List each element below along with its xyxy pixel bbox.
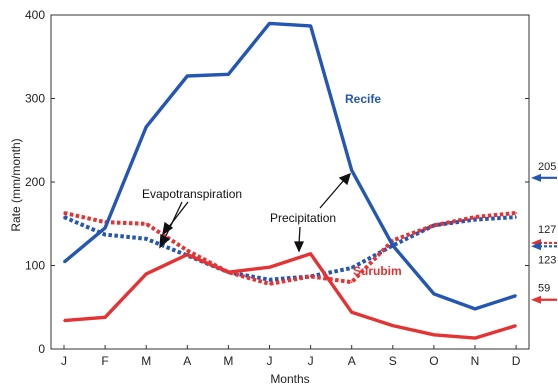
data-point (433, 293, 435, 295)
data-point (104, 221, 106, 223)
data-point (268, 278, 271, 281)
x-tick-label: S (389, 354, 397, 368)
data-point (515, 324, 517, 327)
series-line-surubim-precipitation-2 (63, 252, 517, 340)
annual-means: 205 127 123 59 (531, 161, 557, 304)
data-point (145, 273, 147, 275)
data-point (145, 222, 147, 225)
data-point (145, 237, 147, 240)
data-point (433, 334, 435, 336)
mean-arrowhead (531, 295, 541, 304)
mean-arrowhead (531, 242, 541, 251)
data-point (474, 337, 476, 339)
data-point (268, 22, 271, 25)
series-label-surubim: Surubim (353, 264, 402, 278)
series-line-unnamed-evapotranspiration-1 (63, 215, 517, 282)
data-point (350, 311, 353, 314)
x-tick-label: A (348, 354, 356, 368)
series-line-recife-precipitation-0 (62, 21, 517, 311)
data-point (186, 75, 189, 77)
x-tick-label: M (223, 354, 233, 368)
data-point (104, 227, 106, 229)
arrowhead-evapo-2 (162, 221, 174, 236)
annotation-evapotranspiration: Evapotranspiration (142, 187, 242, 201)
points-layer (63, 22, 517, 339)
mean-label: 59 (538, 283, 550, 295)
data-point (186, 253, 189, 256)
data-point (392, 324, 394, 327)
data-point (392, 239, 394, 242)
x-tick-label: M (141, 354, 151, 368)
data-point (104, 316, 106, 319)
data-point (474, 218, 476, 221)
data-point (350, 267, 353, 269)
data-point (268, 266, 271, 268)
mean-label: 205 (538, 161, 556, 173)
y-tick-label: 200 (25, 175, 45, 189)
x-tick-label: O (429, 354, 438, 368)
data-point (309, 25, 312, 27)
data-point (515, 216, 517, 218)
data-point (474, 308, 476, 310)
data-point (63, 319, 65, 322)
data-point (515, 294, 517, 297)
data-point (309, 275, 312, 278)
y-tick-label: 400 (25, 8, 45, 22)
x-tick-label: J (308, 354, 314, 368)
x-tick-label: J (267, 354, 273, 368)
data-point (268, 283, 271, 285)
y-tick-label: 300 (25, 92, 45, 106)
data-point (104, 233, 106, 236)
arrow-precip-1 (298, 226, 301, 245)
x-axis-title: Months (270, 372, 309, 386)
data-point (474, 216, 476, 218)
y-axis-title: Rate (mm/month) (9, 138, 23, 231)
data-point (227, 73, 230, 76)
data-point (350, 281, 353, 284)
series-layer (62, 21, 517, 340)
data-point (433, 224, 435, 227)
annotation-precipitation: Precipitation (270, 211, 336, 225)
x-tick-label: N (471, 354, 480, 368)
data-point (309, 253, 312, 255)
data-point (515, 212, 517, 214)
y-tick-label: 100 (25, 259, 45, 273)
y-tick-label: 0 (38, 342, 45, 356)
mean-label: 123 (538, 254, 556, 266)
arrowhead-evapo-1 (159, 233, 171, 249)
data-point (63, 261, 65, 263)
data-point (63, 216, 65, 218)
mean-arrowhead (531, 173, 541, 182)
x-tick-label: F (101, 354, 108, 368)
data-point (145, 126, 147, 128)
data-point (227, 271, 230, 273)
data-point (350, 169, 353, 172)
arrow-precip-2 (319, 179, 345, 209)
x-tick-label: D (512, 354, 521, 368)
data-point (186, 249, 189, 252)
arrowhead-precip-2 (338, 172, 352, 186)
series-label-recife: Recife (345, 92, 381, 106)
annotation-arrows (159, 172, 352, 253)
x-tick-label: A (183, 354, 191, 368)
arrowhead-precip-1 (293, 241, 305, 253)
y-axis: 0 100 200 300 400 (25, 8, 529, 356)
mean-label: 127 (538, 224, 556, 236)
data-point (392, 244, 394, 247)
x-tick-label: J (61, 354, 67, 368)
data-point (63, 212, 65, 214)
arrow-evapo-2 (167, 201, 189, 229)
series-line-unnamed-evapotranspiration-3 (63, 210, 517, 286)
